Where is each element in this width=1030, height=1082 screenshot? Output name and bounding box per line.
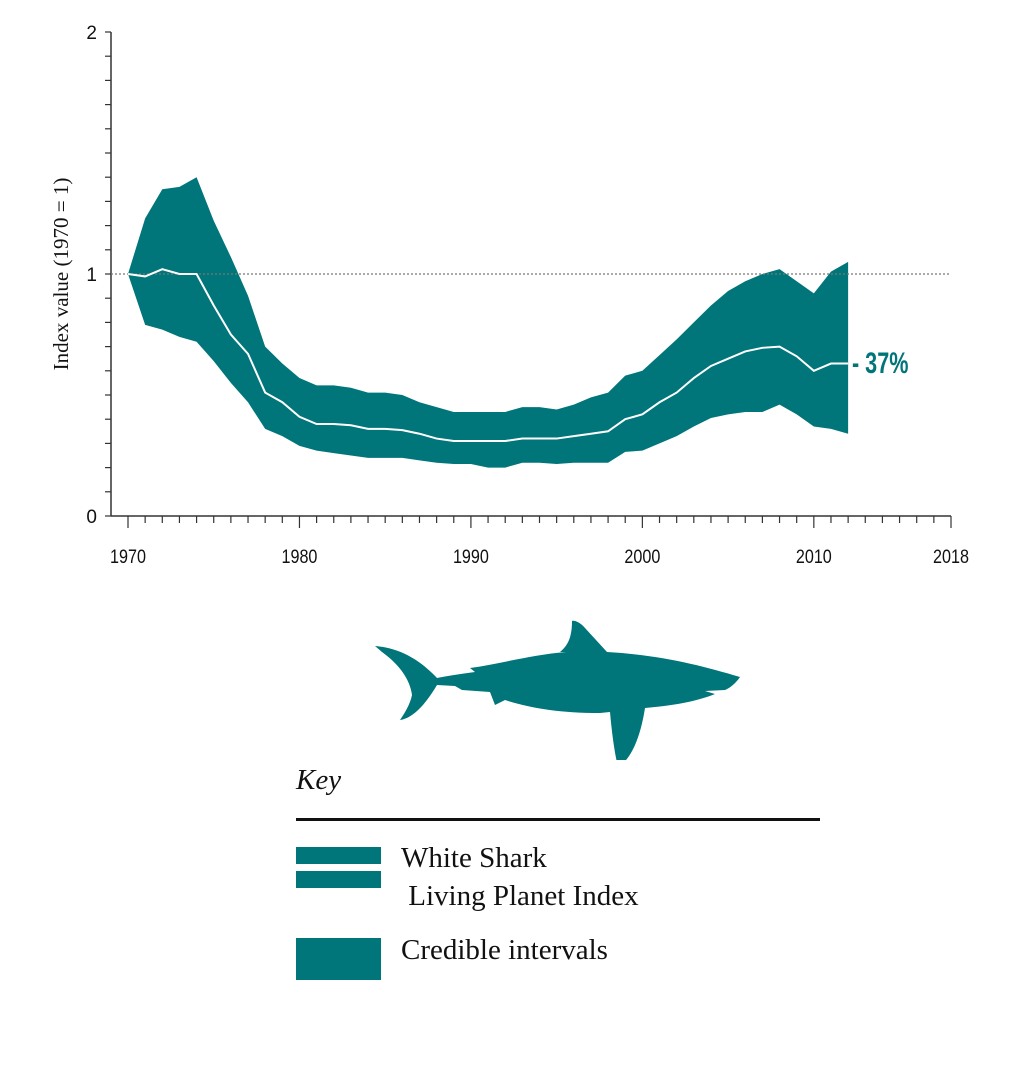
x-tick-label: 1990: [453, 546, 489, 568]
x-tick-label: 2010: [796, 546, 832, 568]
index-points: [127, 269, 849, 442]
y-tick-label: 0: [86, 507, 97, 528]
y-axis-label: Index value (1970 = 1): [49, 178, 73, 371]
x-tick-label: 1980: [281, 546, 317, 568]
key-divider: [296, 818, 820, 821]
legend-swatch-credible-intervals: [296, 938, 381, 980]
legend-label-index-line2: Living Planet Index: [401, 880, 639, 912]
end-label: - 37%: [852, 345, 908, 379]
legend-swatch-index-bottom: [296, 871, 381, 888]
credible-interval-band: [128, 177, 849, 468]
x-tick-label: 2018: [933, 546, 969, 568]
legend-swatch-index-top: [296, 847, 381, 864]
shark-silhouette: [375, 620, 740, 760]
x-tick-label: 2000: [624, 546, 660, 568]
key-title: Key: [296, 764, 342, 796]
y-tick-label: 2: [86, 23, 97, 44]
axes: 0 1 2 1970 1980 1990 2000 2010 2018: [86, 23, 969, 567]
x-tick-label: 1970: [110, 546, 146, 568]
y-tick-label: 1: [86, 265, 97, 286]
legend-label-index-line1: White Shark: [401, 842, 547, 874]
legend-label-credible-intervals: Credible intervals: [401, 934, 608, 966]
chart: 0 1 2 1970 1980 1990 2000 2010 2018 - 37% Index …: [49, 23, 969, 760]
